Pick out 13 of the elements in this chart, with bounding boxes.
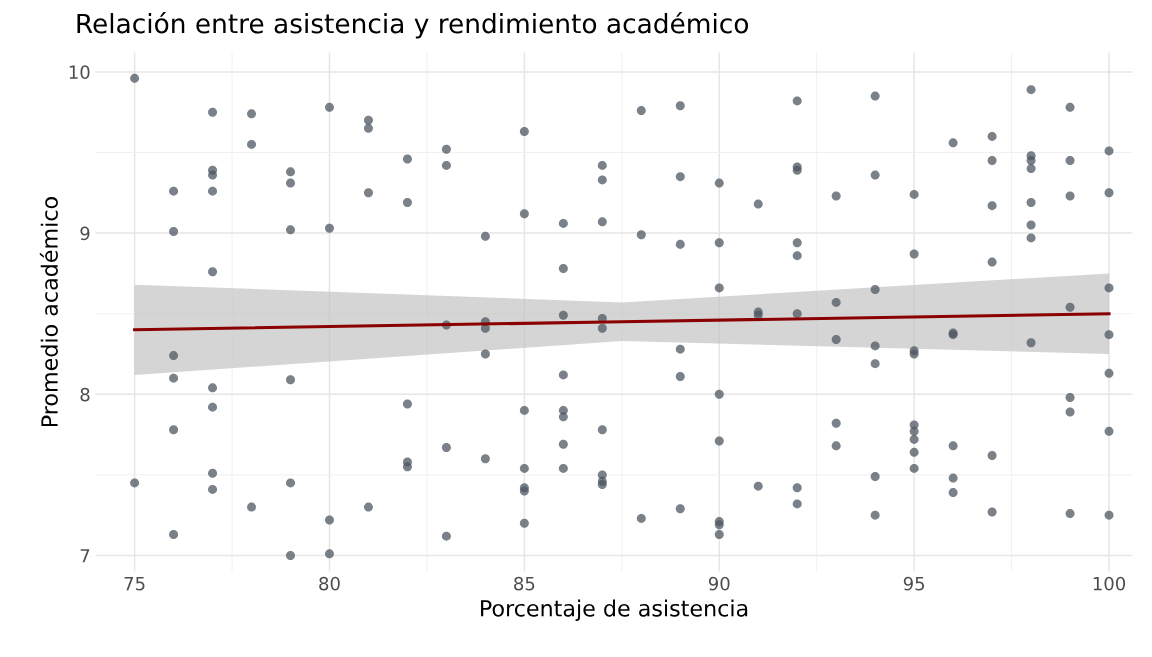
x-axis-title: Porcentaje de asistencia: [481, 599, 748, 621]
x-tick-label: 90: [708, 576, 730, 591]
y-tick-label: 9: [80, 226, 90, 241]
y-tick-label: 8: [80, 387, 90, 402]
x-tick-label: 80: [319, 576, 340, 591]
y-tick-label: 7: [80, 549, 90, 563]
x-tick-label: 95: [903, 576, 925, 591]
chart-title: Relación entre asistencia y rendimiento académico: [77, 12, 749, 39]
x-tick-label: 85: [514, 576, 535, 591]
x-tick-label: 75: [124, 577, 145, 591]
y-tick-label: 10: [69, 65, 90, 80]
x-tick-label: 100: [1093, 576, 1126, 591]
y-axis-title: Promedio académico: [39, 197, 58, 427]
